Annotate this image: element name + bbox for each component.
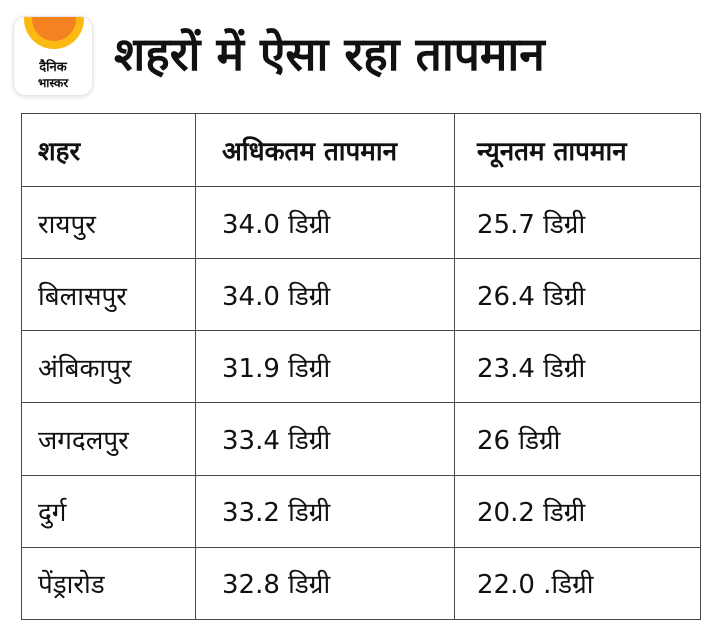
dainik-bhaskar-logo: दैनिक भास्कर <box>13 16 93 96</box>
temperature-table: शहर अधिकतम तापमान न्यूनतम तापमान रायपुर … <box>21 113 701 621</box>
table-row: दुर्ग 33.2 डिग्री 20.2 डिग्री <box>21 474 701 548</box>
sun-logo-icon <box>24 17 84 49</box>
table-header-row: शहर अधिकतम तापमान न्यूनतम तापमान <box>21 113 701 187</box>
logo-line-2: भास्कर <box>37 76 69 90</box>
max-temp-cell: 34.0 डिग्री <box>195 258 455 332</box>
min-temp-cell: 20.2 डिग्री <box>454 474 701 548</box>
min-temp-cell: 22.0 .डिग्री <box>454 546 701 621</box>
table-row: पेंड्रारोड 32.8 डिग्री 22.0 .डिग्री <box>21 546 701 621</box>
logo-line-1: दैनिक <box>39 60 67 75</box>
max-temp-cell: 32.8 डिग्री <box>195 546 455 621</box>
city-cell: बिलासपुर <box>21 258 196 332</box>
header-min-temp: न्यूनतम तापमान <box>454 113 701 187</box>
header-city: शहर <box>21 113 196 187</box>
city-cell: दुर्ग <box>21 474 196 548</box>
min-temp-cell: 26 डिग्री <box>454 402 701 476</box>
max-temp-cell: 34.0 डिग्री <box>195 185 455 260</box>
max-temp-cell: 33.2 डिग्री <box>195 474 455 548</box>
table-row: रायपुर 34.0 डिग्री 25.7 डिग्री <box>21 185 701 260</box>
header-max-temp: अधिकतम तापमान <box>195 113 455 187</box>
min-temp-cell: 26.4 डिग्री <box>454 258 701 332</box>
max-temp-cell: 31.9 डिग्री <box>195 330 455 404</box>
max-temp-cell: 33.4 डिग्री <box>195 402 455 476</box>
table-row: जगदलपुर 33.4 डिग्री 26 डिग्री <box>21 402 701 476</box>
page-title: शहरों में ऐसा रहा तापमान <box>114 27 545 81</box>
table-row: बिलासपुर 34.0 डिग्री 26.4 डिग्री <box>21 258 701 332</box>
city-cell: पेंड्रारोड <box>21 546 196 621</box>
min-temp-cell: 25.7 डिग्री <box>454 185 701 260</box>
table-row: अंबिकापुर 31.9 डिग्री 23.4 डिग्री <box>21 330 701 404</box>
city-cell: जगदलपुर <box>21 402 196 476</box>
min-temp-cell: 23.4 डिग्री <box>454 330 701 404</box>
city-cell: अंबिकापुर <box>21 330 196 404</box>
city-cell: रायपुर <box>21 185 196 260</box>
